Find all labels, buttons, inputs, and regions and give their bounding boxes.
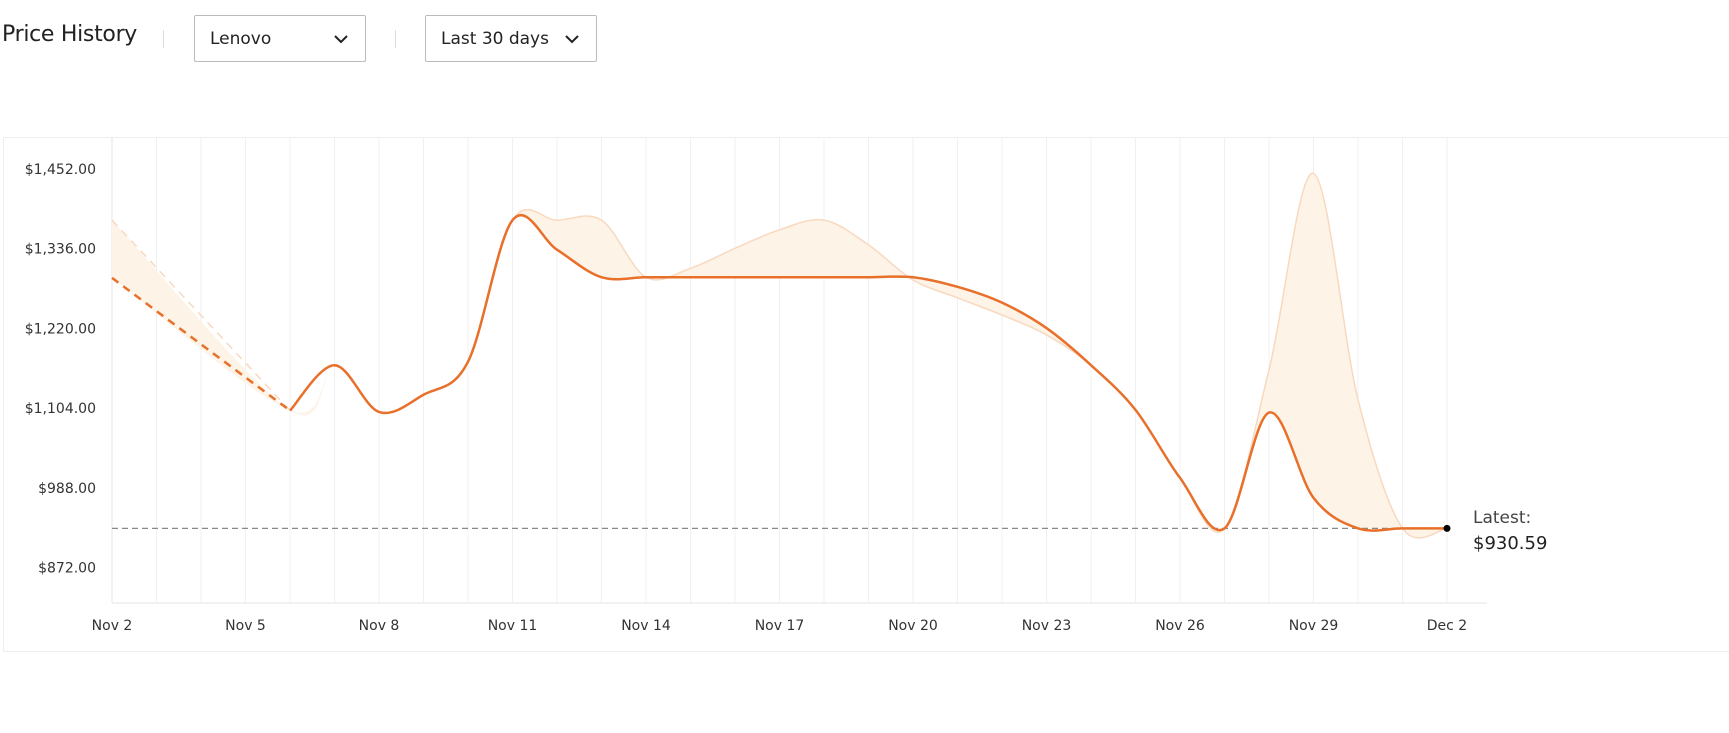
x-tick-label: Nov 23 xyxy=(1022,618,1072,634)
latest-value: $930.59 xyxy=(1473,533,1547,554)
y-tick-label: $1,452.00 xyxy=(25,162,96,178)
range-value: Last 30 days xyxy=(441,28,549,49)
y-tick-label: $1,220.00 xyxy=(25,321,96,337)
chevron xyxy=(565,35,579,44)
x-tick-label: Nov 14 xyxy=(621,618,671,634)
x-tick-label: Nov 17 xyxy=(755,618,805,634)
price-range-fill xyxy=(112,173,1447,538)
gap-connector xyxy=(111,276,291,412)
y-tick-label: $872.00 xyxy=(38,561,96,577)
brand-dropdown[interactable]: Lenovo xyxy=(194,15,366,62)
x-tick-label: Nov 11 xyxy=(488,618,538,634)
y-tick-label: $1,104.00 xyxy=(25,401,96,417)
y-tick-label: $1,336.00 xyxy=(25,242,96,258)
x-tick-label: Nov 5 xyxy=(225,618,266,634)
x-tick-label: Nov 29 xyxy=(1289,618,1339,634)
x-tick-label: Nov 8 xyxy=(359,618,400,634)
x-tick-label: Nov 20 xyxy=(888,618,938,634)
chevron xyxy=(334,35,348,44)
price-line xyxy=(289,213,1447,532)
range-dropdown[interactable]: Last 30 days xyxy=(425,15,597,62)
page-title: Price History xyxy=(2,22,138,47)
latest-label: Latest: xyxy=(1473,508,1531,528)
separator xyxy=(395,30,396,48)
latest-dot xyxy=(1443,524,1451,532)
brand-value: Lenovo xyxy=(210,28,272,49)
gap-connector xyxy=(111,219,291,412)
x-tick-label: Dec 2 xyxy=(1427,618,1467,634)
y-tick-label: $988.00 xyxy=(38,481,96,497)
x-tick-label: Nov 2 xyxy=(92,618,133,634)
x-tick-label: Nov 26 xyxy=(1155,618,1205,634)
separator xyxy=(163,30,164,48)
